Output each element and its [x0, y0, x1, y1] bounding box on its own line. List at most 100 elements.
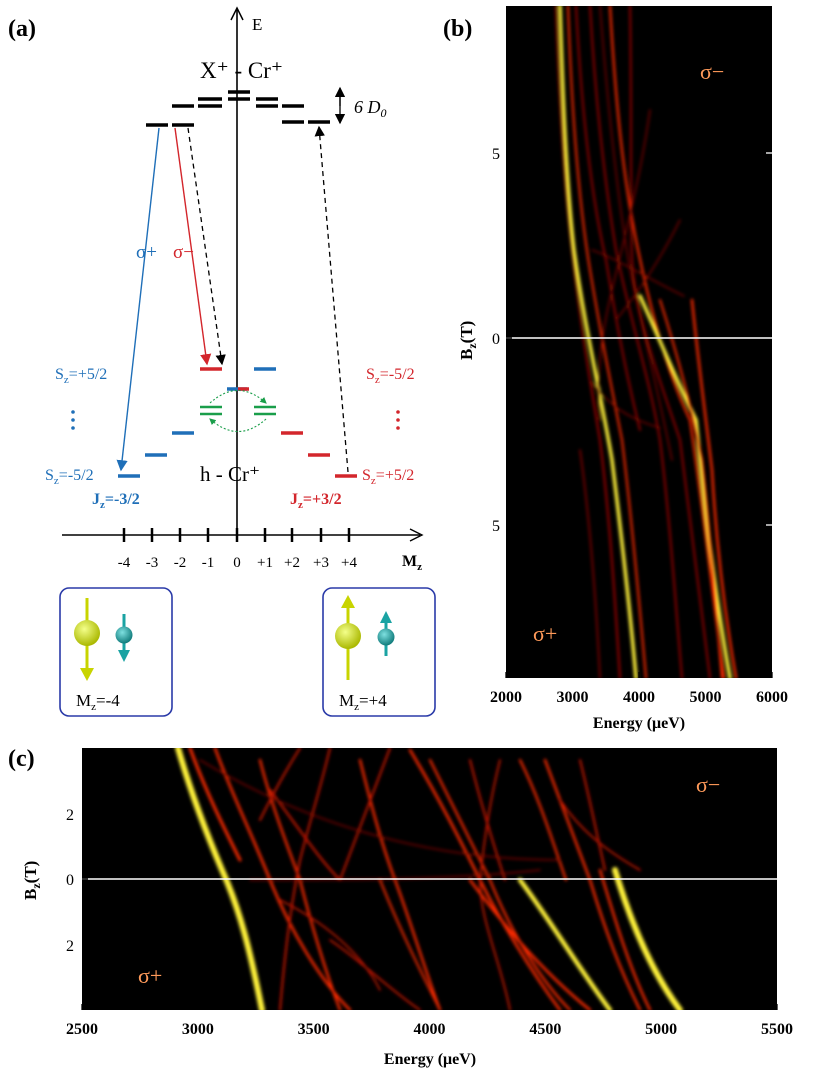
sigma-minus-label: σ− [173, 242, 194, 263]
spectral-line [690, 298, 738, 678]
dark-transition-left [187, 127, 226, 366]
ion-spin-ball-icon [377, 628, 395, 646]
sigma-plus-transition [116, 127, 160, 472]
panel-c-xlabel: Energy (μeV) [384, 1051, 476, 1068]
spectral-line [279, 748, 331, 1010]
spectral-line [329, 939, 421, 1010]
ellipsis-right-icon [396, 410, 400, 430]
panel-c-xtick-label: 4000 [414, 1021, 446, 1038]
panel-a: (a) E X⁺ - Cr⁺ 6 D0 σ+ [8, 6, 436, 717]
mz-tick-label: -3 [146, 555, 159, 571]
mz-tick-label: +1 [257, 555, 273, 571]
spectral-line [175, 748, 265, 1010]
box-left-label: Mz=-4 [76, 691, 120, 713]
panel-c-ytick: 2 [66, 807, 74, 824]
panel-c-xtick-label: 5500 [761, 1021, 793, 1038]
panel-b-ylabel: Bz(T) [457, 321, 479, 360]
panel-b: (b) σ− σ+ 5 0 5 Bz(T) 2000 3000 4000 5000 60… [443, 6, 788, 732]
mz-tick-label: 0 [233, 555, 241, 571]
panel-a-label: (a) [8, 16, 36, 42]
panel-b-sigma-minus-label: σ− [700, 59, 724, 84]
mz-ticks [122, 528, 351, 542]
spin-box-right: Mz=+4 [322, 587, 436, 717]
energy-axis-label: E [252, 15, 262, 34]
bottom-state-label: h - Cr⁺ [200, 462, 260, 486]
panel-b-xtick-label: 3000 [557, 689, 589, 706]
top-state-label: X⁺ - Cr⁺ [200, 58, 283, 83]
panel-c-xtick-label: 5000 [645, 1021, 677, 1038]
panel-b-ytick: 5 [492, 518, 500, 535]
spectral-line [612, 867, 683, 1010]
hole-spin-ball-icon [74, 620, 100, 646]
spectral-line [558, 6, 638, 678]
excited-levels [146, 90, 330, 127]
panel-c-yticks [82, 813, 88, 946]
panel-c-ytick: 0 [66, 872, 74, 889]
panel-b-ytick: 0 [492, 331, 500, 348]
mz-tick-label: -4 [118, 555, 131, 571]
panel-b-xlabel: Energy (μeV) [593, 715, 685, 732]
mz-axis-label: Mz [402, 553, 422, 573]
sigma-minus-transition [174, 127, 212, 366]
panel-c-xtick-label: 3500 [298, 1021, 330, 1038]
spectral-line [579, 759, 606, 871]
panel-b-xtick-label: 2000 [490, 689, 522, 706]
spectral-line [579, 449, 601, 678]
spectral-line [468, 878, 592, 1010]
spectral-line [188, 748, 242, 862]
spectral-line [479, 759, 511, 1010]
panel-b-sigma-plus-label: σ+ [533, 621, 557, 646]
spectral-line [591, 249, 685, 297]
mixing-arrows-icon [209, 390, 267, 432]
spectral-line [589, 379, 661, 429]
sz-left-top-label: Sz=+5/2 [55, 366, 107, 386]
energy-axis-arrow-icon [230, 6, 244, 21]
ellipsis-left-icon [71, 410, 75, 430]
spectral-line [597, 109, 651, 421]
ground-levels [118, 367, 357, 478]
panel-c-xtick-label: 4500 [529, 1021, 561, 1038]
spectral-line [599, 6, 673, 461]
spectral-line [629, 6, 711, 678]
mz-axis-arrow-icon [409, 528, 424, 542]
panel-c-label: (c) [8, 746, 35, 772]
spin-box-left: Mz=-4 [59, 587, 173, 717]
splitting-label: 6 D0 [354, 97, 387, 120]
mz-tick-label: -1 [202, 555, 215, 571]
sz-right-bottom-label: Sz=+5/2 [362, 467, 414, 487]
panel-c: (c) σ− σ+ 2 0 2 Bz(T) 2500 3000 3500 4000 45… [8, 746, 793, 1068]
panel-b-xtick-label: 4000 [623, 689, 655, 706]
spectral-line [567, 6, 647, 678]
spectral-line [518, 758, 568, 882]
panel-c-sigma-minus-label: σ− [696, 772, 720, 797]
mz-tick-label: +3 [313, 555, 329, 571]
jz-right-label: Jz=+3/2 [290, 491, 342, 511]
spectral-line [559, 799, 641, 871]
panel-c-ytick: 2 [66, 938, 74, 955]
spectral-line [199, 759, 561, 861]
spectral-line [615, 219, 681, 321]
spectral-line [517, 877, 613, 1010]
panel-b-xtick-label: 5000 [690, 689, 722, 706]
spectral-line [589, 6, 683, 678]
panel-b-map [506, 6, 772, 678]
panel-b-xticks: 2000 3000 4000 5000 6000 [490, 672, 788, 706]
spectral-line [339, 748, 391, 881]
sz-right-top-label: Sz=-5/2 [366, 366, 415, 386]
sigma-plus-label: σ+ [136, 242, 157, 263]
spectral-line [428, 758, 572, 1010]
spectral-line [598, 868, 652, 1010]
spectral-line [659, 299, 723, 678]
panel-c-ylabel: Bz(T) [21, 861, 43, 900]
panel-b-spectral-lines [555, 6, 738, 678]
panel-c-xtick-label: 3000 [182, 1021, 214, 1038]
spectral-line [358, 758, 442, 1010]
panel-b-xtick-label: 6000 [756, 689, 788, 706]
box-right-label: Mz=+4 [339, 691, 387, 713]
spectral-line [379, 879, 441, 1010]
panel-c-xticks: 2500 3000 3500 4000 4500 5000 5500 [66, 1004, 793, 1038]
sz-left-bottom-label: Sz=-5/2 [45, 467, 94, 487]
panel-c-xtick-label: 2500 [66, 1021, 98, 1038]
spectral-line [469, 759, 506, 881]
